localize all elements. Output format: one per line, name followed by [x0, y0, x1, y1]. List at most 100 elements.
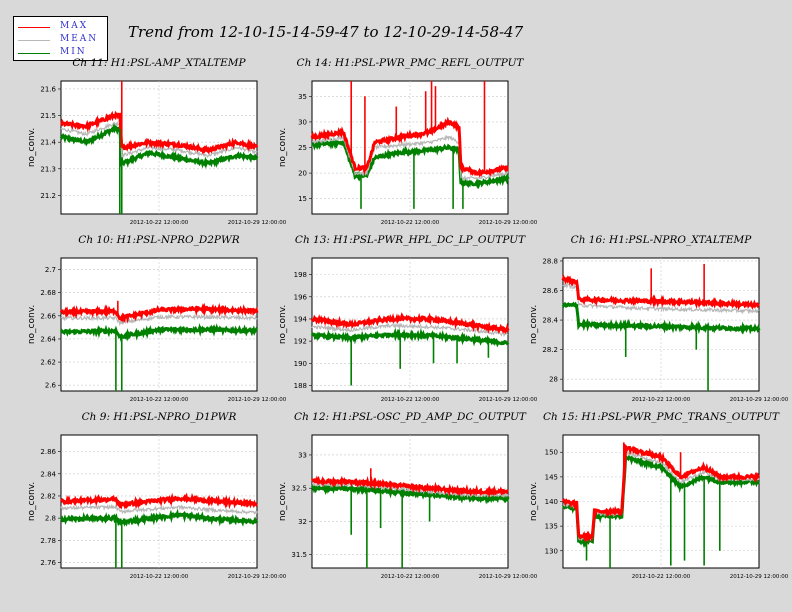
y-tick-label: 2.66: [40, 312, 56, 320]
series-line-max: [60, 492, 258, 510]
legend-item-max: MAX: [18, 21, 108, 33]
y-axis-label: no_conv.: [27, 305, 37, 344]
series-line-mean: [60, 503, 258, 516]
legend-swatch-mean: [18, 40, 50, 41]
y-tick-label: 2.62: [40, 359, 56, 367]
y-tick-label: 21.4: [40, 139, 56, 147]
chart-title: Ch 9: H1:PSL-NPRO_D1PWR: [82, 411, 237, 423]
y-tick-label: 145: [545, 473, 558, 481]
x-tick-label: 2012-10-29 12:00:00: [228, 397, 287, 403]
series-line-min: [310, 327, 510, 348]
y-tick-label: 130: [545, 547, 558, 555]
y-tick-label: 2.8: [45, 515, 56, 523]
series-line-max: [562, 443, 760, 544]
y-axis-label: no_conv.: [278, 305, 288, 344]
y-tick-label: 33: [298, 451, 307, 459]
y-axis-label: no_conv.: [27, 482, 37, 521]
y-axis-label: no_conv.: [529, 305, 539, 344]
chart-panel: 188 190 192 194 196 198 2012-10-22 12:00:00 201…: [278, 234, 538, 403]
y-tick-label: 32: [298, 518, 307, 526]
chart-panel: 2.6 2.62 2.64 2.66 2.68 2.7 2012-10-22 12:00:0…: [27, 234, 287, 403]
legend-label-min: MIN: [60, 47, 87, 57]
x-tick-label: 2012-10-22 12:00:00: [130, 220, 189, 226]
x-tick-label: 2012-10-22 12:00:00: [130, 574, 189, 580]
series-line-min: [59, 323, 259, 343]
legend-swatch-max: [18, 27, 50, 28]
y-axis-label: no_conv.: [27, 128, 37, 167]
series-line-mean: [60, 313, 258, 327]
y-tick-label: 2.64: [40, 335, 56, 343]
chart-title: Ch 11: H1:PSL-AMP_XTALTEMP: [72, 57, 246, 69]
series-line-max: [310, 475, 509, 498]
series-line-max: [561, 274, 760, 311]
y-tick-label: 2.7: [45, 266, 56, 274]
series-line-max: [310, 311, 510, 335]
x-tick-label: 2012-10-29 12:00:00: [479, 574, 538, 580]
series-line-mean: [311, 481, 509, 499]
y-tick-label: 2.6: [45, 382, 57, 390]
y-axis-label: no_conv.: [529, 482, 539, 521]
x-tick-label: 2012-10-29 12:00:00: [479, 220, 538, 226]
y-tick-label: 20: [298, 170, 307, 178]
series-line-min: [59, 122, 259, 169]
x-tick-label: 2012-10-22 12:00:00: [381, 574, 440, 580]
y-tick-label: 2.68: [40, 289, 56, 297]
y-axis-label: no_conv.: [278, 128, 288, 167]
chart-panel: 31.5 32 32.5 33 2012-10-22 12:00:00 2012-10-2…: [278, 411, 538, 580]
chart-title: Ch 14: H1:PSL-PWR_PMC_REFL_OUTPUT: [297, 57, 525, 69]
x-tick-label: 2012-10-22 12:00:00: [381, 397, 440, 403]
y-tick-label: 28.2: [542, 346, 558, 354]
plot-area: [311, 434, 509, 569]
series-line-min: [310, 481, 510, 505]
legend-swatch-min: [18, 53, 50, 54]
y-tick-label: 31.5: [291, 551, 307, 559]
x-tick-label: 2012-10-22 12:00:00: [381, 220, 440, 226]
y-axis-label: no_conv.: [278, 482, 288, 521]
chart-title: Ch 13: H1:PSL-PWR_HPL_DC_LP_OUTPUT: [295, 234, 526, 246]
y-tick-label: 30: [298, 118, 307, 126]
y-tick-label: 150: [545, 449, 558, 457]
y-tick-label: 190: [294, 360, 307, 368]
series-line-mean: [311, 322, 509, 337]
legend: MAX MEAN MIN: [13, 16, 108, 61]
series-line-min: [311, 137, 510, 190]
chart-panel: 28 28.2 28.4 28.6 28.8 2012-10-22 12:00:00 201…: [529, 234, 789, 403]
y-tick-label: 2.86: [40, 448, 56, 456]
chart-panel: 15 20 25 30 35 2012-10-22 12:00:00 2012-10-29 …: [278, 57, 538, 226]
x-tick-label: 2012-10-22 12:00:00: [632, 397, 691, 403]
y-tick-label: 2.76: [40, 559, 56, 567]
y-tick-label: 194: [294, 315, 308, 323]
page-title: Trend from 12-10-15-14-59-47 to 12-10-29…: [128, 23, 524, 41]
y-tick-label: 21.6: [40, 85, 56, 93]
y-tick-label: 15: [298, 195, 307, 203]
chart-title: Ch 12: H1:PSL-OSC_PD_AMP_DC_OUTPUT: [294, 411, 527, 423]
y-tick-label: 28.8: [542, 257, 558, 265]
y-tick-label: 135: [545, 523, 558, 531]
legend-label-max: MAX: [60, 21, 89, 31]
series-line-max: [59, 302, 259, 324]
y-tick-label: 21.5: [40, 112, 56, 120]
x-tick-label: 2012-10-22 12:00:00: [130, 397, 189, 403]
y-tick-label: 196: [294, 293, 308, 301]
series-line-max: [310, 116, 509, 178]
x-tick-label: 2012-10-22 12:00:00: [632, 574, 691, 580]
y-tick-label: 32.5: [291, 485, 307, 493]
series-line-min: [60, 508, 259, 528]
series-line-min: [561, 301, 761, 335]
chart-title: Ch 10: H1:PSL-NPRO_D2PWR: [78, 234, 239, 246]
chart-panel: 130 135 140 145 150 2012-10-22 12:00:00 2012-1…: [529, 411, 789, 580]
y-tick-label: 28.4: [542, 317, 558, 325]
x-tick-label: 2012-10-29 12:00:00: [730, 397, 789, 403]
x-tick-label: 2012-10-29 12:00:00: [228, 574, 287, 580]
y-tick-label: 2.78: [40, 537, 56, 545]
series-line-max: [60, 110, 259, 155]
legend-label-mean: MEAN: [60, 34, 99, 44]
y-tick-label: 25: [298, 144, 307, 152]
x-tick-label: 2012-10-29 12:00:00: [479, 397, 538, 403]
chart-title: Ch 15: H1:PSL-PWR_PMC_TRANS_OUTPUT: [543, 411, 780, 423]
y-tick-label: 28.6: [542, 287, 558, 295]
y-tick-label: 2.84: [40, 470, 56, 478]
x-tick-label: 2012-10-29 12:00:00: [228, 220, 287, 226]
y-tick-label: 35: [298, 93, 307, 101]
